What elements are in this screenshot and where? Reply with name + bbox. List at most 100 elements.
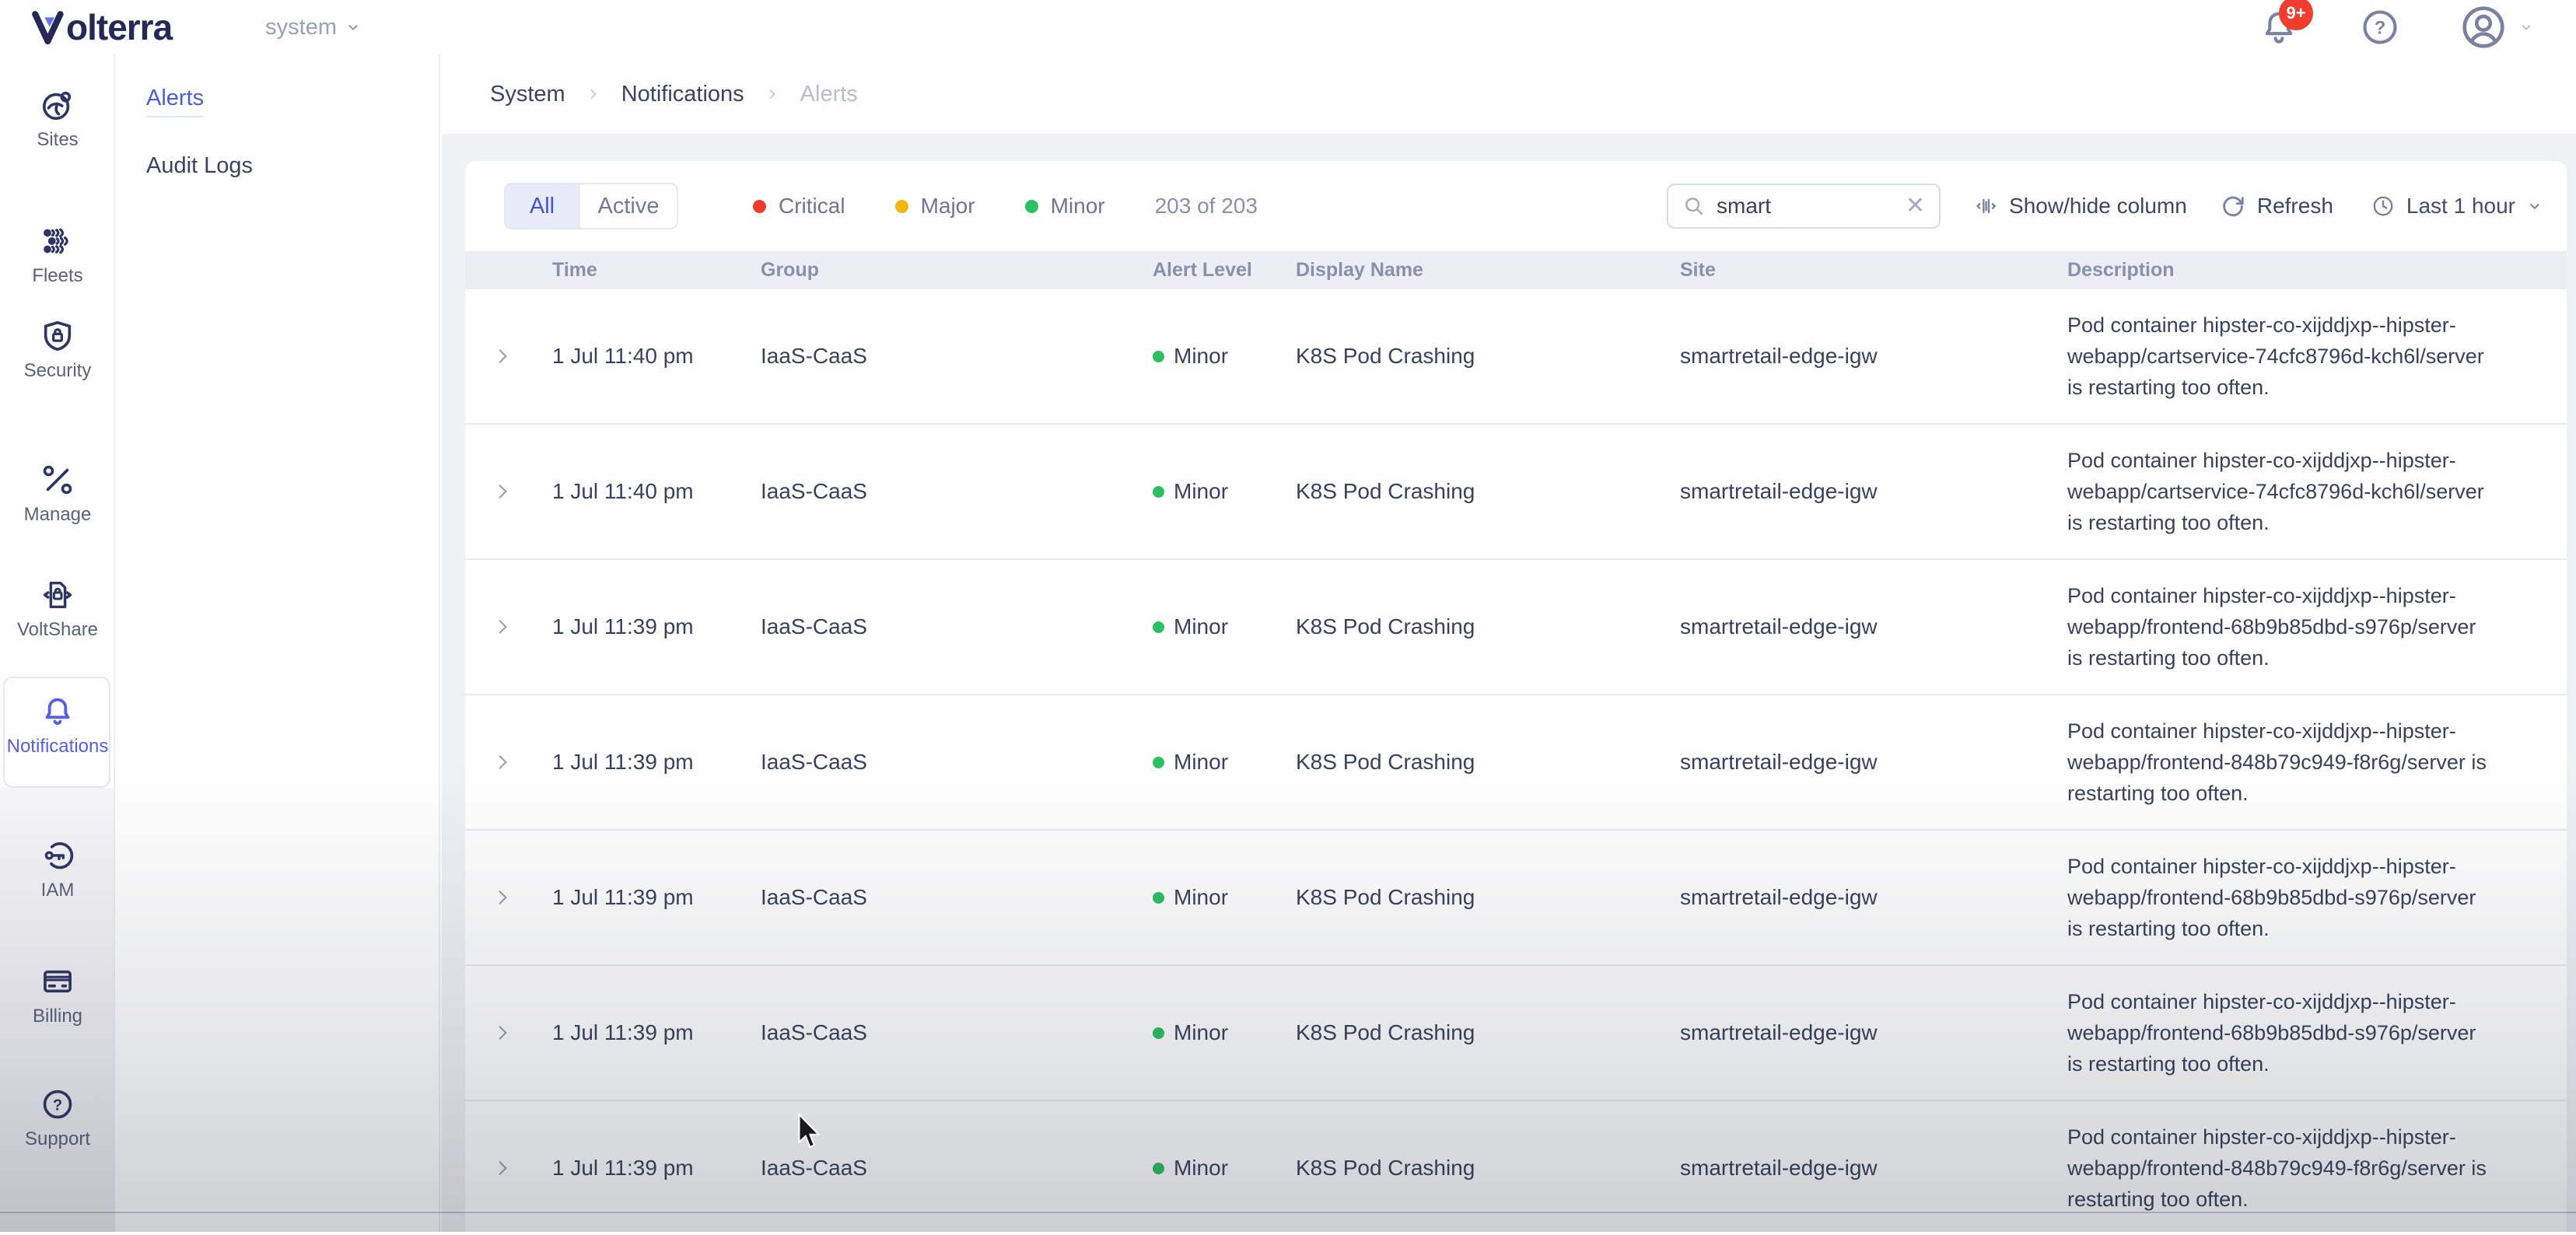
critical-dot-icon <box>753 200 766 213</box>
sidebar-item-billing[interactable]: Billing <box>0 964 115 1027</box>
sidebar-item-label: VoltShare <box>17 619 98 641</box>
description-cell: Pod container hipster-co-xijddjxp--hipst… <box>2055 831 2567 964</box>
legend-critical[interactable]: Critical <box>753 194 845 219</box>
chevron-down-icon <box>2518 19 2534 35</box>
severity-dot-icon <box>1153 757 1164 768</box>
tools-icon <box>40 462 75 498</box>
sidebar-item-manage[interactable]: Manage <box>0 462 115 526</box>
chevron-right-icon <box>492 617 513 637</box>
display-name-cell: K8S Pod Crashing <box>1283 750 1668 775</box>
alert-level-cell: Minor <box>1140 479 1283 504</box>
table-row[interactable]: 1 Jul 11:40 pm IaaS-CaaS Minor K8S Pod C… <box>465 423 2567 558</box>
breadcrumb-system[interactable]: System <box>490 82 565 107</box>
col-display-name: Display Name <box>1283 259 1668 282</box>
tab-all[interactable]: All <box>504 183 579 229</box>
table-header: Time Group Alert Level Display Name Site… <box>465 251 2567 289</box>
sidebar-item-label: Fleets <box>32 265 82 287</box>
refresh-button[interactable]: Refresh <box>2220 193 2333 219</box>
help-button[interactable]: ? <box>2358 5 2402 49</box>
breadcrumb-alerts: Alerts <box>800 82 858 107</box>
sidebar-item-security[interactable]: Security <box>0 318 115 382</box>
volterra-logo[interactable]: olterra <box>30 6 172 48</box>
chevron-right-icon <box>492 481 513 502</box>
tenant-name: system <box>265 15 337 40</box>
sidebar-item-label: Billing <box>33 1006 82 1027</box>
sidebar-item-notifications[interactable]: Notifications <box>0 694 115 757</box>
table-row[interactable]: 1 Jul 11:39 pm IaaS-CaaS Minor K8S Pod C… <box>465 694 2567 829</box>
time-cell: 1 Jul 11:39 pm <box>540 614 748 639</box>
subnav-item-audit-logs[interactable]: Audit Logs <box>146 153 253 179</box>
legend-major[interactable]: Major <box>895 194 975 219</box>
expand-cell[interactable] <box>465 1158 540 1178</box>
time-cell: 1 Jul 11:39 pm <box>540 1156 748 1181</box>
notifications-bell-button[interactable]: 9+ <box>2257 5 2301 49</box>
legend-minor[interactable]: Minor <box>1025 194 1105 219</box>
time-range-selector[interactable]: Last 1 hour <box>2371 194 2543 219</box>
table-row[interactable]: 1 Jul 11:39 pm IaaS-CaaS Minor K8S Pod C… <box>465 558 2567 694</box>
table-row[interactable]: 1 Jul 11:40 pm IaaS-CaaS Minor K8S Pod C… <box>465 289 2567 423</box>
clear-search-icon[interactable]: ✕ <box>1906 194 1925 218</box>
sidebar-item-support[interactable]: ? Support <box>0 1086 115 1150</box>
svg-text:?: ? <box>2375 18 2386 39</box>
expand-cell[interactable] <box>465 481 540 502</box>
show-hide-column-button[interactable]: Show/hide column <box>1973 194 2187 219</box>
alerts-panel: All Active Critical Major Minor 203 of 2… <box>465 161 2567 1232</box>
search-input[interactable] <box>1717 194 1895 219</box>
alert-state-tabs: All Active <box>504 183 678 229</box>
sidebar-item-iam[interactable]: IAM <box>0 838 115 901</box>
sidebar-item-label: Sites <box>37 129 78 151</box>
alert-level-cell: Minor <box>1140 750 1283 775</box>
group-cell: IaaS-CaaS <box>748 344 1140 369</box>
tenant-selector[interactable]: system <box>265 15 362 40</box>
chevron-down-icon <box>345 19 362 36</box>
alert-level-cell: Minor <box>1140 614 1283 639</box>
sidebar-item-label: Notifications <box>7 736 109 757</box>
time-cell: 1 Jul 11:40 pm <box>540 344 748 369</box>
expand-cell[interactable] <box>465 346 540 366</box>
expand-cell[interactable] <box>465 752 540 772</box>
expand-cell[interactable] <box>465 887 540 908</box>
description-cell: Pod container hipster-co-xijddjxp--hipst… <box>2055 425 2567 558</box>
table-row[interactable]: 1 Jul 11:39 pm IaaS-CaaS Minor K8S Pod C… <box>465 964 2567 1100</box>
table-row[interactable]: 1 Jul 11:39 pm IaaS-CaaS Minor K8S Pod C… <box>465 1100 2567 1235</box>
chevron-down-icon <box>2526 198 2543 215</box>
severity-dot-icon <box>1153 1163 1164 1174</box>
subnav-item-alerts[interactable]: Alerts <box>146 86 204 117</box>
site-cell: smartretail-edge-igw <box>1668 479 2055 504</box>
avatar-icon <box>2459 3 2508 51</box>
sidebar-item-sites[interactable]: Sites <box>0 87 115 151</box>
user-menu[interactable] <box>2459 3 2534 51</box>
severity-dot-icon <box>1153 486 1164 498</box>
sidebar-item-fleets[interactable]: Fleets <box>0 223 115 287</box>
tab-active[interactable]: Active <box>579 183 678 229</box>
severity-legend: Critical Major Minor <box>753 194 1105 219</box>
sidebar-item-label: IAM <box>41 880 75 901</box>
group-cell: IaaS-CaaS <box>748 885 1140 910</box>
time-cell: 1 Jul 11:39 pm <box>540 885 748 910</box>
severity-dot-icon <box>1153 892 1164 904</box>
description-cell: Pod container hipster-co-xijddjxp--hipst… <box>2055 289 2567 423</box>
volterra-v-icon <box>30 6 72 48</box>
col-time: Time <box>540 259 748 282</box>
expand-cell[interactable] <box>465 617 540 637</box>
question-circle-icon: ? <box>40 1086 75 1122</box>
chevron-right-icon <box>765 86 780 102</box>
expand-cell[interactable] <box>465 1023 540 1043</box>
sites-icon <box>40 87 75 123</box>
display-name-cell: K8S Pod Crashing <box>1283 1156 1668 1181</box>
chevron-right-icon <box>492 1158 513 1178</box>
logo-text: olterra <box>66 6 172 48</box>
main-content: System Notifications Alerts All Active C… <box>442 54 2576 1232</box>
severity-dot-icon <box>1153 351 1164 362</box>
display-name-cell: K8S Pod Crashing <box>1283 614 1668 639</box>
col-description: Description <box>2055 259 2567 282</box>
top-bar: olterra system 9+ ? <box>0 0 2576 54</box>
help-icon: ? <box>2360 7 2400 47</box>
minor-dot-icon <box>1025 200 1038 213</box>
sidebar-item-voltshare[interactable]: VoltShare <box>0 577 115 641</box>
result-count: 203 of 203 <box>1155 194 1258 219</box>
table-body: 1 Jul 11:40 pm IaaS-CaaS Minor K8S Pod C… <box>465 289 2567 1235</box>
display-name-cell: K8S Pod Crashing <box>1283 479 1668 504</box>
breadcrumb-notifications[interactable]: Notifications <box>621 82 744 107</box>
table-row[interactable]: 1 Jul 11:39 pm IaaS-CaaS Minor K8S Pod C… <box>465 829 2567 964</box>
